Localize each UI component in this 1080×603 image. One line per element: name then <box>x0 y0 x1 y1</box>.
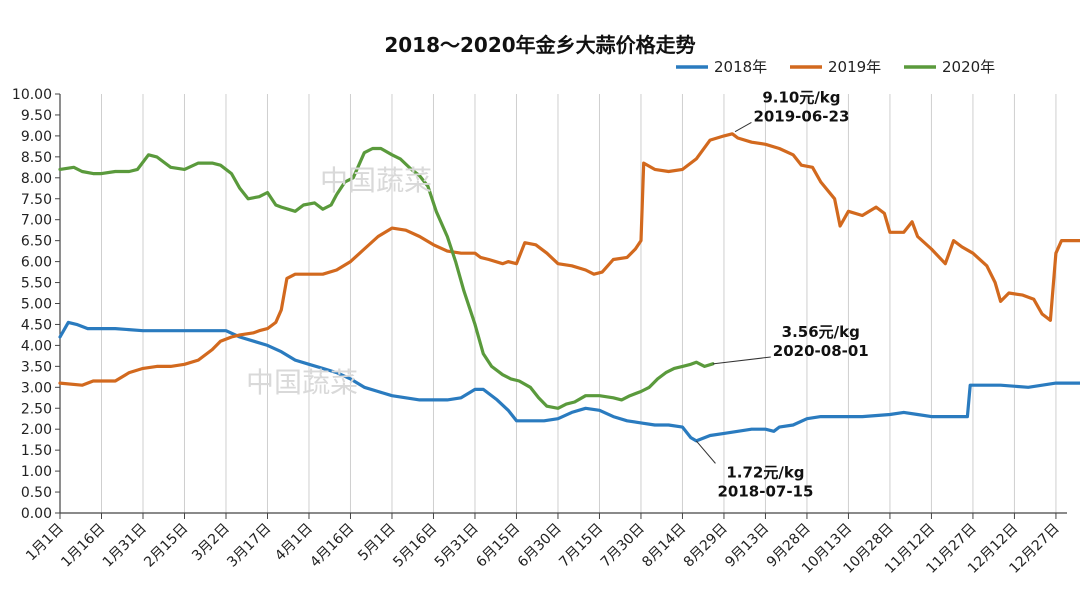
legend: 2018年 2019年 2020年 <box>676 58 995 76</box>
y-tick-label: 7.00 <box>21 213 52 229</box>
chart-title: 2018～2020年金乡大蒜价格走势 <box>384 33 695 57</box>
series-line-3 <box>58 146 715 410</box>
y-tick-label: 3.00 <box>21 380 52 396</box>
watermark: 中国蔬菜 <box>320 164 432 197</box>
x-tick-label: 5月31日 <box>432 521 482 571</box>
y-tick-label: 2.00 <box>21 422 52 438</box>
x-tick-label: 3月17日 <box>224 521 274 571</box>
x-tick-label: 1月16日 <box>58 521 108 571</box>
y-tick-label: 8.00 <box>21 171 52 187</box>
y-tick-label: 1.50 <box>21 443 52 459</box>
x-tick-label: 8月29日 <box>681 521 731 571</box>
annotation-value: 9.10元/kg <box>762 88 840 106</box>
y-tick-label: 4.50 <box>21 317 52 333</box>
y-tick-label: 2.50 <box>21 401 52 417</box>
annotation-leader <box>695 440 716 464</box>
y-tick-label: 3.50 <box>21 359 52 375</box>
annotation-date: 2019-06-23 <box>753 107 849 125</box>
x-tick-label: 1月31日 <box>100 521 150 571</box>
x-tick-label: 2月15日 <box>141 521 191 571</box>
x-tick-label: 9月13日 <box>722 521 772 571</box>
x-tick-label: 5月16日 <box>390 521 440 571</box>
x-tick-label: 7月15日 <box>556 521 606 571</box>
x-tick-label: 6月30日 <box>515 521 565 571</box>
y-tick-label: 7.50 <box>21 192 52 208</box>
x-tick-label: 8月14日 <box>639 521 689 571</box>
y-tick-label: 4.00 <box>21 338 52 354</box>
y-tick-label: 9.50 <box>21 108 52 124</box>
y-tick-label: 0.50 <box>21 485 52 501</box>
y-tick-label: 5.50 <box>21 276 52 292</box>
annotation-date: 2018-07-15 <box>717 482 813 500</box>
y-tick-label: 0.00 <box>21 506 52 522</box>
x-tick-label: 4月16日 <box>307 521 357 571</box>
y-tick-label: 9.00 <box>21 129 52 145</box>
y-tick-label: 8.50 <box>21 150 52 166</box>
x-tick-label: 6月15日 <box>473 521 523 571</box>
y-tick-label: 10.00 <box>12 87 52 103</box>
series-line-1 <box>58 320 1080 443</box>
legend-label: 2018年 <box>714 58 767 76</box>
x-tick-label: 7月30日 <box>598 521 648 571</box>
annotation-leader <box>712 356 771 365</box>
legend-label: 2019年 <box>828 58 881 76</box>
annotation-date: 2020-08-01 <box>773 342 869 360</box>
annotation-value: 3.56元/kg <box>782 323 860 341</box>
y-tick-label: 5.00 <box>21 297 52 313</box>
series-line-2 <box>58 132 1080 387</box>
y-tick-label: 1.00 <box>21 464 52 480</box>
y-tick-label: 6.50 <box>21 234 52 250</box>
watermark: 中国蔬菜 <box>246 366 358 399</box>
annotation-value: 1.72元/kg <box>726 463 804 481</box>
plot-area: 1月1日1月16日1月31日2月15日3月2日3月17日4月1日4月16日5月1… <box>12 87 1080 577</box>
legend-label: 2020年 <box>942 58 995 76</box>
y-tick-label: 6.00 <box>21 255 52 271</box>
annotation-leader <box>734 121 752 133</box>
